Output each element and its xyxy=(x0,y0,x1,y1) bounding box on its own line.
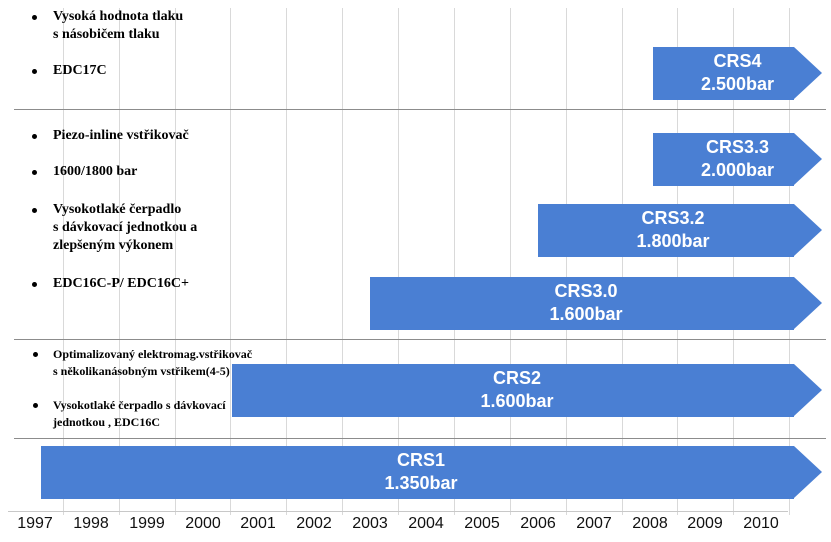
note-pump-edc16c: Vysokotlaké čerpadlo s dávkovací jednotk… xyxy=(53,398,226,429)
arrow-label: CRS4 2.500bar xyxy=(653,50,822,96)
year-label: 2001 xyxy=(240,515,276,532)
grid-line xyxy=(566,8,567,515)
arrow-name: CRS2 xyxy=(492,368,541,388)
grid-line xyxy=(342,8,343,515)
arrow-body xyxy=(41,446,794,499)
year-label: 1999 xyxy=(129,515,165,532)
arrow-tip xyxy=(794,364,822,416)
grid-line xyxy=(510,8,511,515)
arrow-pressure: 1.800bar xyxy=(636,231,710,251)
year-label: 1997 xyxy=(17,515,53,532)
bullet-icon xyxy=(32,134,37,139)
arrow-body xyxy=(232,364,794,417)
grid-line xyxy=(286,8,287,515)
bullet-icon xyxy=(32,170,37,175)
arrow-name: CRS3.2 xyxy=(641,208,705,228)
arrow-tip xyxy=(794,133,822,185)
bullet-icon xyxy=(32,69,37,74)
group-separator xyxy=(14,339,826,340)
year-label: 2007 xyxy=(576,515,612,532)
arrow-pressure: 1.600bar xyxy=(480,391,554,411)
note-high-pressure-pump: Vysokotlaké čerpadlo s dávkovací jednotk… xyxy=(53,202,198,253)
year-label: 1998 xyxy=(73,515,109,532)
arrow-body xyxy=(653,133,794,186)
note-pressure-range: 1600/1800 bar xyxy=(53,164,138,179)
arrow-label: CRS3.3 2.000bar xyxy=(653,136,822,182)
note-high-pressure: Vysoká hodnota tlaku s násobičem tlaku xyxy=(53,9,184,42)
year-label: 2005 xyxy=(464,515,500,532)
arrow-tip xyxy=(794,204,822,256)
arrow-body xyxy=(370,277,794,330)
arrow-name: CRS4 xyxy=(713,51,762,71)
arrow-label: CRS3.0 1.600bar xyxy=(370,280,802,326)
grid-line xyxy=(63,8,64,515)
year-label: 2002 xyxy=(296,515,332,532)
arrow-body xyxy=(538,204,794,257)
note-edc17c: EDC17C xyxy=(53,63,107,78)
arrow-pressure: 1.350bar xyxy=(384,473,458,493)
arrow-tip xyxy=(794,446,822,498)
arrow-label: CRS3.2 1.800bar xyxy=(538,207,808,253)
arrow-pressure: 2.000bar xyxy=(700,160,775,180)
bullet-icon xyxy=(32,15,37,20)
note-piezo-injector: Piezo-inline vstřikovač xyxy=(53,128,189,143)
note-optimized-injector: Optimalizovaný elektromag.vstřikovač s n… xyxy=(53,347,253,378)
note-edc16c-p: EDC16C-P/ EDC16C+ xyxy=(53,276,189,291)
year-label: 2010 xyxy=(743,515,779,532)
arrow-label: CRS2 1.600bar xyxy=(232,367,802,413)
arrow-name: CRS3.3 xyxy=(705,137,770,157)
bullet-icon xyxy=(33,352,38,357)
bullet-icon xyxy=(33,403,38,408)
year-label: 2003 xyxy=(352,515,388,532)
axis-line xyxy=(8,511,788,512)
arrow-label: CRS1 1.350bar xyxy=(41,449,801,495)
year-label: 2008 xyxy=(632,515,668,532)
arrow-pressure: 1.600bar xyxy=(549,304,623,324)
bullet-icon xyxy=(32,208,37,213)
grid-line xyxy=(398,8,399,515)
year-label: 2004 xyxy=(408,515,444,532)
year-label: 2009 xyxy=(687,515,723,532)
grid-line xyxy=(175,8,176,515)
grid-line xyxy=(733,8,734,515)
grid-line xyxy=(119,8,120,515)
arrow-name: CRS3.0 xyxy=(554,281,618,301)
arrow-body xyxy=(653,47,794,100)
year-label: 2006 xyxy=(520,515,556,532)
grid-line xyxy=(789,8,790,515)
group-separator xyxy=(14,109,826,110)
bullet-icon xyxy=(32,282,37,287)
grid-line xyxy=(230,8,231,515)
year-label: 2000 xyxy=(185,515,221,532)
arrow-name: CRS1 xyxy=(396,450,445,470)
grid-line xyxy=(622,8,623,515)
group-separator xyxy=(14,438,826,439)
arrow-tip xyxy=(794,277,822,329)
arrow-pressure: 2.500bar xyxy=(700,74,775,94)
grid-line xyxy=(454,8,455,515)
arrow-tip xyxy=(794,47,822,99)
grid-line xyxy=(677,8,678,515)
